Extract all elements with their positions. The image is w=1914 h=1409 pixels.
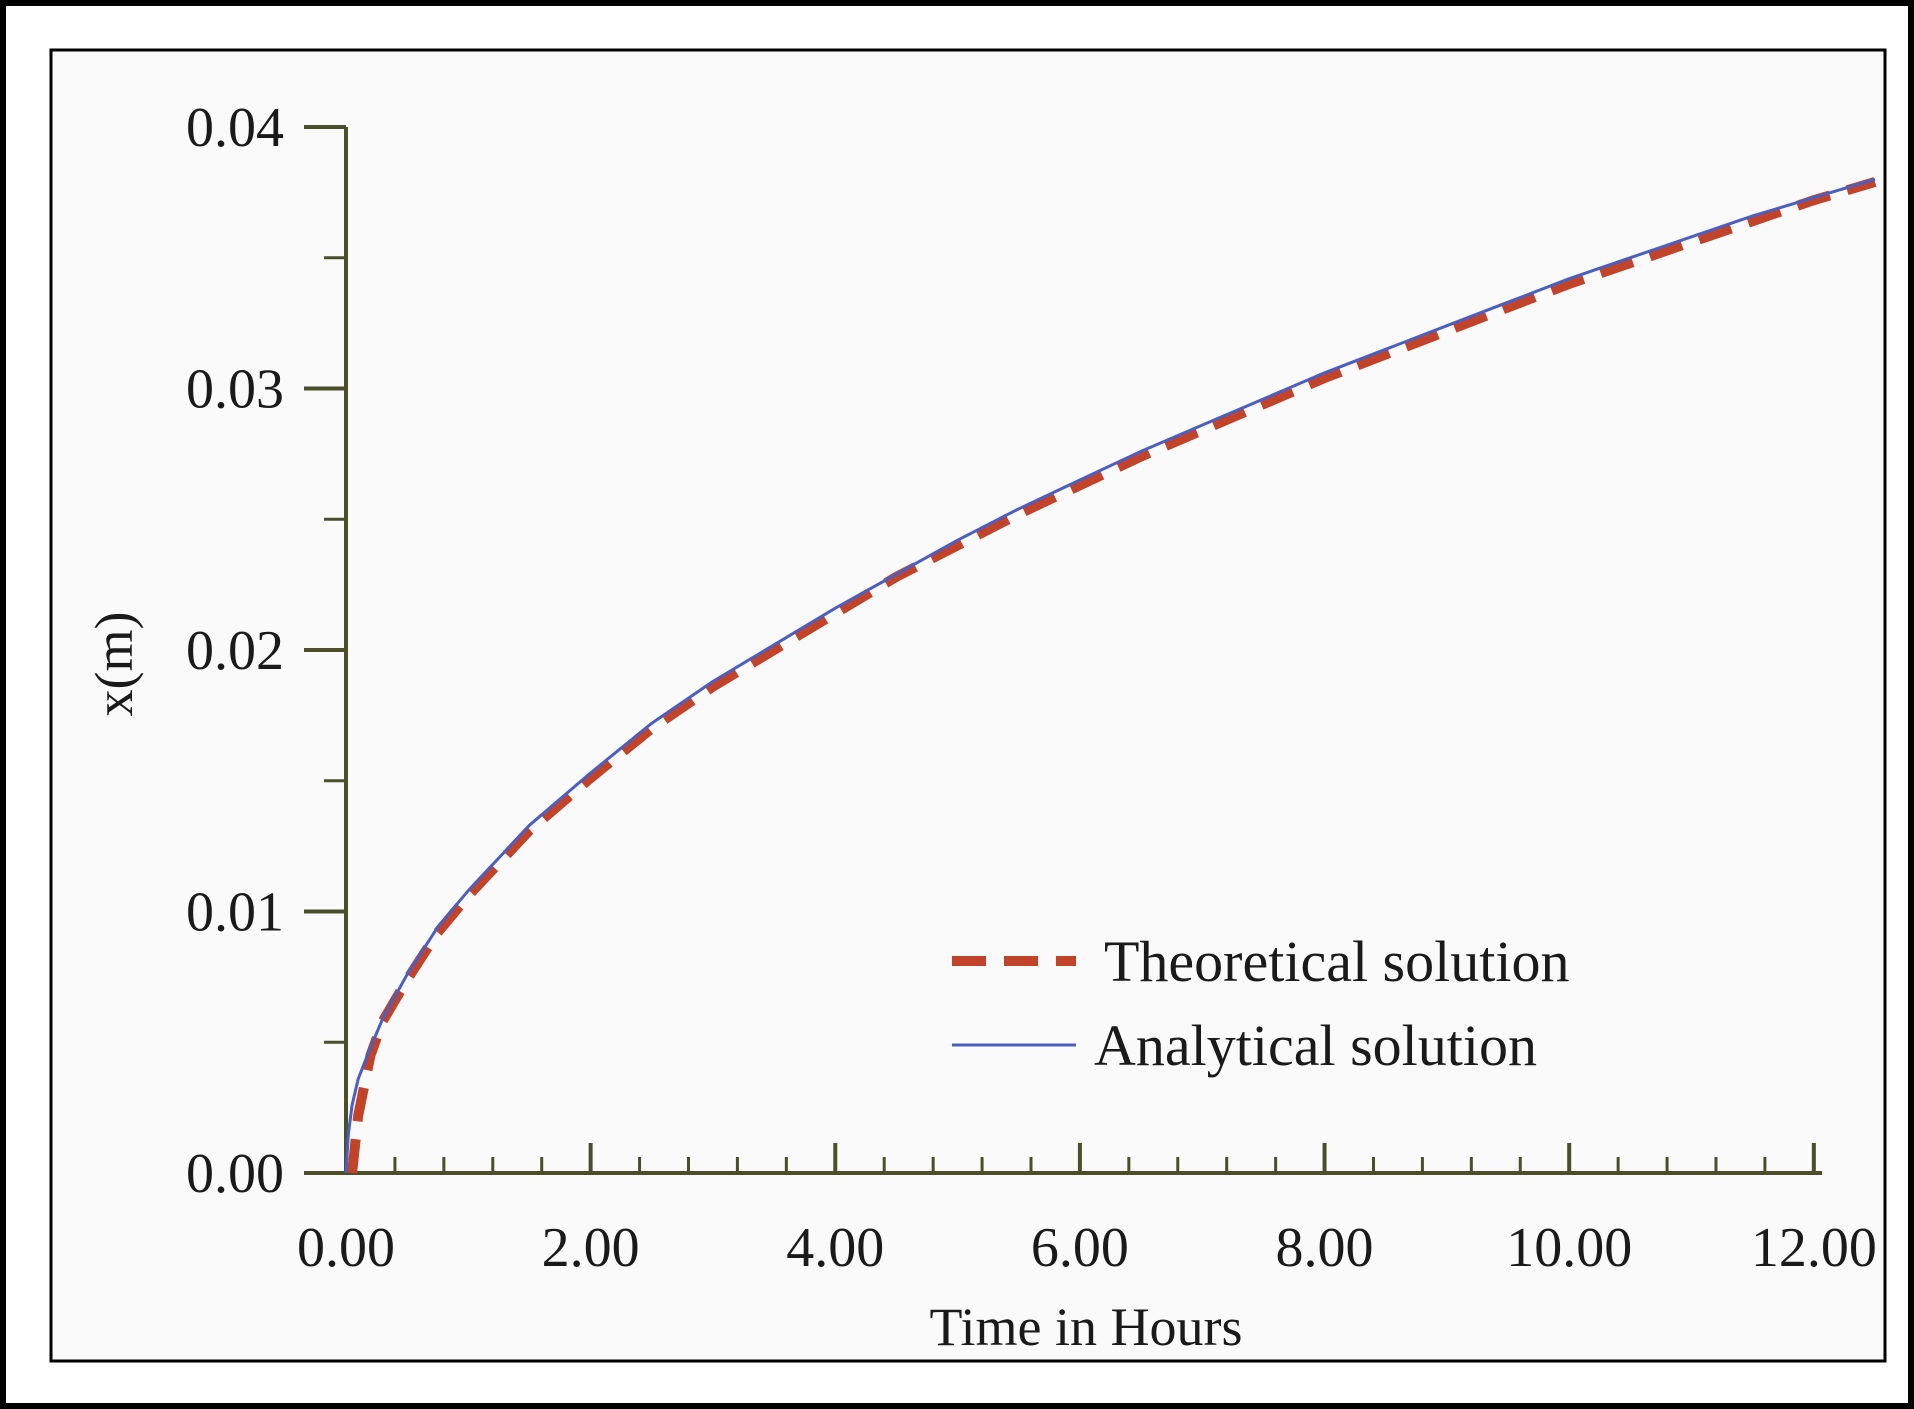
series-line-theoretical <box>347 177 1877 1174</box>
y-tick-label: 0.01 <box>186 882 284 944</box>
legend-label: Analytical solution <box>1094 1013 1537 1078</box>
plot-panel <box>49 48 1887 1363</box>
y-axis-label: x(m) <box>84 612 144 717</box>
series-layer <box>344 177 1877 1174</box>
series-line-analytical <box>344 177 1876 1174</box>
x-tick-label: 6.00 <box>1031 1217 1129 1279</box>
y-tick-label: 0.00 <box>186 1143 284 1205</box>
x-tick-label: 4.00 <box>786 1217 884 1279</box>
x-tick-label: 8.00 <box>1276 1217 1374 1279</box>
y-tick-label: 0.04 <box>186 97 284 159</box>
x-tick-label: 12.00 <box>1751 1217 1877 1279</box>
axes: 0.00 2.00 4.00 6.00 8.00 10.00 12.00 0.00 0.01 0.… <box>186 97 1877 1279</box>
x-tick-label: 10.00 <box>1506 1217 1632 1279</box>
legend-label: Theoretical solution <box>1104 929 1569 994</box>
x-axis-label: Time in Hours <box>929 1297 1242 1357</box>
x-tick-label: 2.00 <box>542 1217 640 1279</box>
y-tick-label: 0.02 <box>186 620 284 682</box>
x-tick-label: 0.00 <box>297 1217 395 1279</box>
y-tick-label: 0.03 <box>186 359 284 421</box>
legend: Theoretical solution Analytical solution <box>952 929 1569 1078</box>
